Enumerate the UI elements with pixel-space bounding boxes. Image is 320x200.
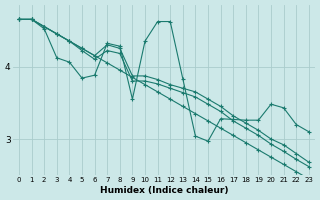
X-axis label: Humidex (Indice chaleur): Humidex (Indice chaleur)	[100, 186, 228, 195]
